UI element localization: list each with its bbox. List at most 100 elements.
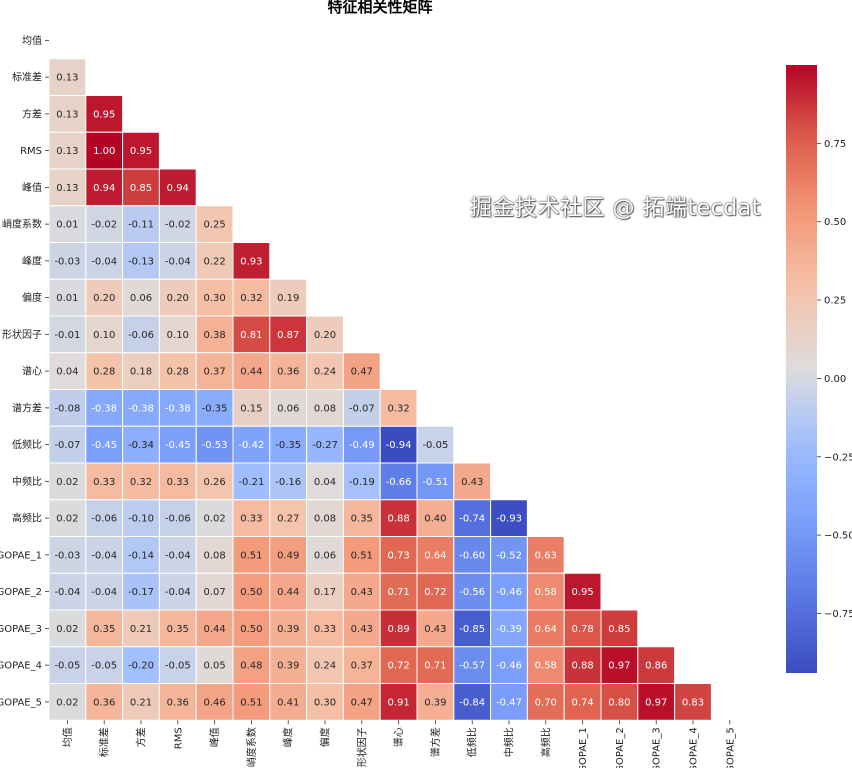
heatmap-cell bbox=[342, 425, 381, 464]
cell-value-label: 0.94 bbox=[167, 183, 189, 194]
cell-value-label: 0.01 bbox=[56, 220, 78, 231]
heatmap-cell bbox=[85, 242, 124, 280]
x-tick-label: GOPAE_2 bbox=[615, 727, 626, 768]
cell-value-label: 0.13 bbox=[56, 73, 78, 84]
heatmap-cell bbox=[195, 572, 234, 611]
x-axis-labels: 均值 标准差 方差 RMS 峰值 峭度系数 峰度 偏度 形状因子 谱心 谱方差 低频比 中频比 高频比 GO… bbox=[61, 720, 736, 768]
cell-value-label: -0.04 bbox=[91, 550, 117, 561]
heatmap-cell bbox=[158, 242, 197, 280]
heatmap-cell bbox=[122, 646, 160, 684]
heatmap-cell bbox=[195, 389, 234, 427]
cell-value-label: -0.06 bbox=[91, 514, 117, 525]
heatmap-cell bbox=[342, 462, 381, 501]
heatmap-cell bbox=[232, 609, 271, 648]
cell-value-label: 0.58 bbox=[535, 587, 557, 598]
heatmap-cell bbox=[48, 609, 87, 648]
heatmap-cell bbox=[526, 646, 565, 684]
x-tick-label: GOPAE_4 bbox=[689, 727, 700, 768]
cell-value-label: -0.42 bbox=[238, 440, 264, 451]
cell-value-label: 0.36 bbox=[93, 697, 115, 708]
heatmap-cell bbox=[674, 683, 712, 721]
cell-value-label: -0.49 bbox=[349, 440, 375, 451]
cell-value-label: 0.08 bbox=[314, 514, 336, 525]
cell-value-label: 0.93 bbox=[240, 256, 262, 267]
heatmap-cell bbox=[379, 389, 418, 427]
cell-value-label: 0.89 bbox=[387, 624, 409, 635]
cell-value-label: -0.20 bbox=[128, 661, 154, 672]
x-tick-label: 高频比 bbox=[539, 727, 552, 757]
heatmap-cell bbox=[122, 242, 160, 280]
cell-value-label: 0.49 bbox=[277, 550, 299, 561]
y-tick-label: GOPAE_4 bbox=[0, 661, 42, 672]
cell-value-label: 0.19 bbox=[277, 293, 299, 304]
heatmap-cell bbox=[158, 609, 197, 648]
cell-value-label: 0.94 bbox=[93, 183, 115, 194]
cell-value-label: -0.07 bbox=[349, 403, 375, 414]
heatmap-cell bbox=[306, 609, 344, 648]
heatmap-cell bbox=[306, 315, 344, 354]
cell-value-label: -0.46 bbox=[496, 661, 522, 672]
colorbar-tick-label: −0.50 bbox=[824, 531, 852, 542]
cell-value-label: 0.37 bbox=[351, 661, 373, 672]
heatmap-cell bbox=[85, 572, 124, 611]
cell-value-label: 0.33 bbox=[240, 514, 262, 525]
cell-value-label: 0.13 bbox=[56, 146, 78, 157]
cell-value-label: 0.95 bbox=[130, 146, 152, 157]
cell-value-label: -0.85 bbox=[459, 624, 485, 635]
heatmap-cell bbox=[306, 462, 344, 501]
cell-value-label: 0.30 bbox=[203, 293, 225, 304]
cell-value-label: 0.36 bbox=[277, 367, 299, 378]
heatmap-cell bbox=[232, 389, 271, 427]
cell-value-label: 0.78 bbox=[571, 624, 593, 635]
cell-value-label: 0.35 bbox=[93, 624, 115, 635]
heatmap-cell bbox=[453, 646, 492, 684]
heatmap-cell bbox=[490, 572, 528, 611]
cell-value-label: 0.25 bbox=[203, 220, 225, 231]
heatmap-cell bbox=[563, 646, 602, 684]
cell-value-label: 0.97 bbox=[645, 697, 667, 708]
cell-value-label: 0.88 bbox=[571, 661, 593, 672]
heatmap-cell bbox=[269, 572, 308, 611]
cell-value-label: 0.02 bbox=[56, 697, 78, 708]
cell-value-label: -0.03 bbox=[54, 550, 80, 561]
cell-value-label: 0.47 bbox=[351, 367, 373, 378]
heatmap-cell bbox=[232, 499, 271, 537]
heatmap-cell bbox=[306, 536, 344, 574]
y-tick-label: 峭度系数 bbox=[2, 218, 42, 231]
cell-value-label: -0.38 bbox=[91, 403, 117, 414]
x-tick-label: 均值 bbox=[61, 727, 74, 747]
cell-value-label: 0.39 bbox=[277, 661, 299, 672]
cell-value-label: -0.04 bbox=[91, 587, 117, 598]
heatmap-cell bbox=[85, 683, 124, 721]
heatmap-cell bbox=[306, 389, 344, 427]
heatmap-cell bbox=[416, 499, 455, 537]
heatmap-cell bbox=[490, 499, 528, 537]
x-tick-label: RMS bbox=[173, 727, 184, 749]
y-tick-label: 峰度 bbox=[22, 254, 42, 267]
cell-value-label: 0.22 bbox=[203, 256, 225, 267]
heatmap-cell bbox=[269, 536, 308, 574]
cell-value-label: 0.50 bbox=[240, 587, 262, 598]
colorbar-gradient bbox=[786, 65, 817, 673]
y-tick-label: 形状因子 bbox=[2, 328, 42, 341]
heatmap-cell bbox=[416, 646, 455, 684]
cell-value-label: 0.80 bbox=[608, 697, 630, 708]
heatmap-cell bbox=[269, 499, 308, 537]
cell-value-label: 0.02 bbox=[203, 514, 225, 525]
heatmap-cell bbox=[122, 572, 160, 611]
cell-value-label: -0.56 bbox=[459, 587, 485, 598]
heatmap-cell bbox=[158, 389, 197, 427]
heatmap-cell bbox=[490, 646, 528, 684]
cell-value-label: -0.04 bbox=[165, 256, 191, 267]
cell-value-label: 0.72 bbox=[424, 587, 446, 598]
cell-value-label: -0.57 bbox=[459, 661, 485, 672]
cell-value-label: 0.26 bbox=[203, 477, 225, 488]
y-tick-label: 谱方差 bbox=[12, 401, 42, 414]
cell-value-label: 0.28 bbox=[93, 367, 115, 378]
cell-value-label: -0.35 bbox=[202, 403, 228, 414]
cell-value-label: 0.44 bbox=[203, 624, 225, 635]
y-tick-label: 均值 bbox=[22, 34, 42, 47]
cell-value-label: -0.66 bbox=[386, 477, 412, 488]
cell-value-label: -0.46 bbox=[496, 587, 522, 598]
